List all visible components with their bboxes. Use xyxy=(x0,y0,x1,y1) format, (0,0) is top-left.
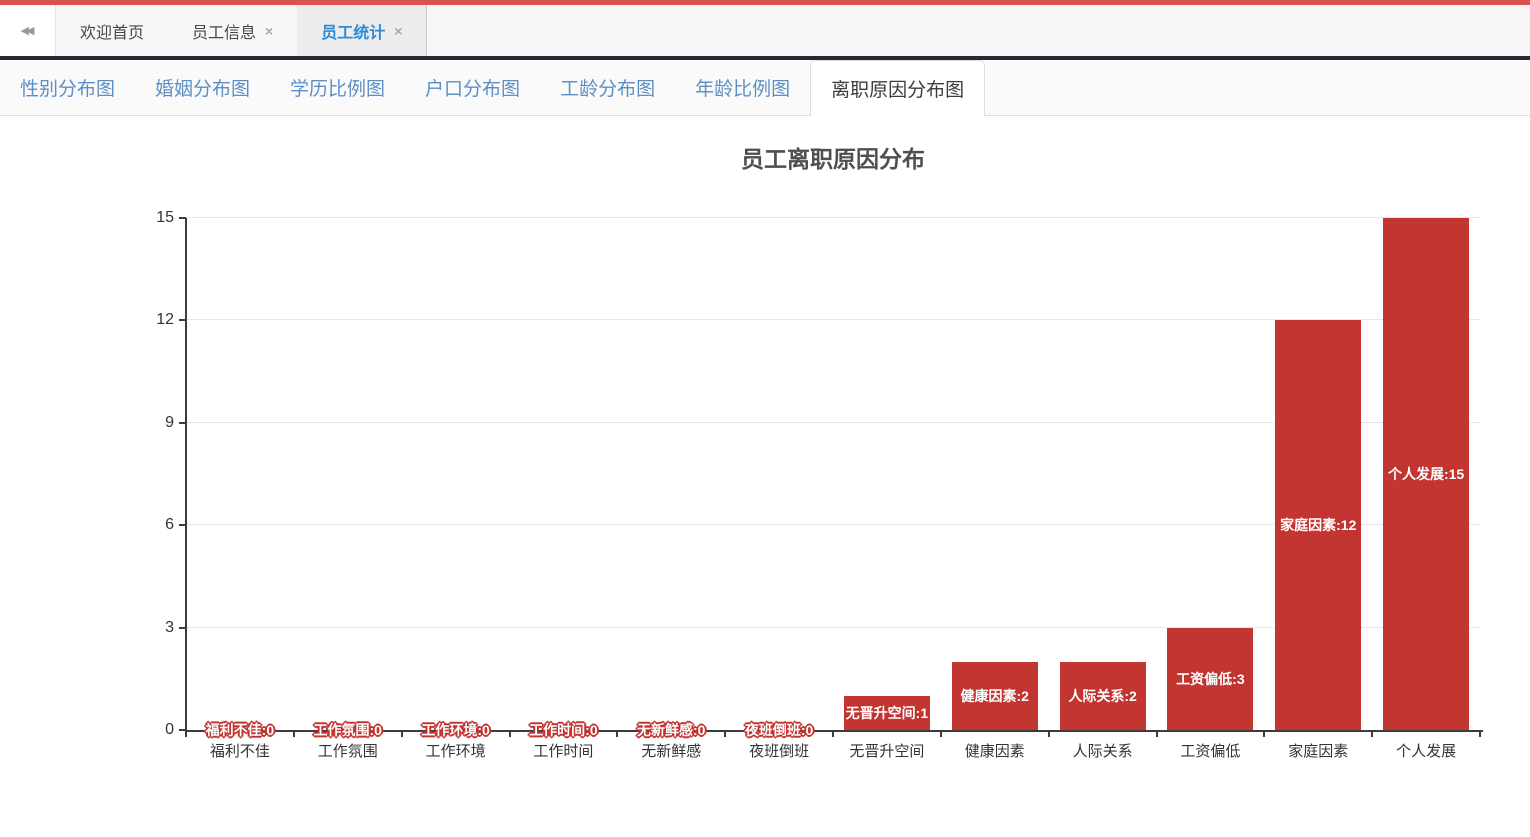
sub-tab-0[interactable]: 性别分布图 xyxy=(0,60,135,115)
y-axis-tick xyxy=(179,421,186,424)
bar-value-label-10: 家庭因素:12 xyxy=(1280,517,1357,533)
bar-value-label-1: 工作氛围:0 xyxy=(313,722,382,738)
x-axis-tick xyxy=(1371,730,1374,737)
main-tab-label: 员工统计 xyxy=(321,24,386,42)
bar-value-label-9: 工资偏低:3 xyxy=(1176,671,1245,687)
double-left-arrow-icon: ◀◀ xyxy=(20,25,35,37)
main-tab-2[interactable]: 员工统计 × xyxy=(297,5,428,56)
bar-9[interactable] xyxy=(1167,628,1254,730)
x-axis-tick xyxy=(616,730,619,737)
bar-value-label-6: 无晋升空间:1 xyxy=(845,705,929,721)
bar-8[interactable] xyxy=(1059,662,1146,730)
x-axis-tick xyxy=(832,730,834,737)
gridline-6 xyxy=(186,524,1480,526)
y-axis-label: 0 xyxy=(165,721,174,738)
y-axis-tick xyxy=(179,524,186,527)
bar-7[interactable] xyxy=(951,662,1038,730)
main-tab-0[interactable]: 欢迎首页 xyxy=(56,5,168,56)
sub-tab-5[interactable]: 年龄比例图 xyxy=(675,60,810,115)
sub-tab-label: 性别分布图 xyxy=(20,79,116,100)
x-category-label-9: 工资偏低 xyxy=(1180,743,1241,760)
sub-tab-4[interactable]: 工龄分布图 xyxy=(540,60,675,115)
main-tabs-list: 欢迎首页 员工信息 × 员工统计 × xyxy=(56,5,428,56)
bar-value-label-0: 福利不佳:0 xyxy=(205,722,275,738)
sub-tab-label: 年龄比例图 xyxy=(695,79,791,100)
x-axis-tick xyxy=(1047,730,1050,737)
top-accent-bar xyxy=(0,0,1530,5)
sub-tab-label: 婚姻分布图 xyxy=(155,79,251,100)
y-axis-tick xyxy=(179,729,186,731)
x-category-label-11: 个人发展 xyxy=(1396,743,1457,760)
bar-6[interactable] xyxy=(843,696,930,730)
bar-value-label-2: 工作环境:0 xyxy=(421,722,490,738)
x-category-label-0: 福利不佳 xyxy=(209,743,270,760)
main-tab-1[interactable]: 员工信息 × xyxy=(168,5,297,56)
bar-11[interactable] xyxy=(1383,218,1470,730)
main-tab-label: 欢迎首页 xyxy=(80,24,145,42)
sub-tab-label: 学历比例图 xyxy=(290,79,386,100)
x-axis-tick xyxy=(724,730,727,737)
gridline-9 xyxy=(186,421,1480,423)
x-category-label-5: 夜班倒班 xyxy=(749,743,810,760)
y-axis-label: 15 xyxy=(156,209,174,226)
tab-bar-shadow xyxy=(0,56,1530,60)
y-axis-tick xyxy=(179,626,186,629)
x-axis-tick xyxy=(1479,730,1481,737)
x-axis-tick xyxy=(292,730,295,737)
sub-tab-label: 离职原因分布图 xyxy=(831,80,965,101)
y-axis-line xyxy=(185,218,187,732)
gridline-12 xyxy=(186,319,1480,321)
y-axis-label: 3 xyxy=(165,618,174,636)
x-category-label-6: 无晋升空间 xyxy=(849,743,925,760)
y-axis-label: 9 xyxy=(165,413,174,431)
bar-value-label-3: 工作时间:0 xyxy=(529,722,598,738)
close-tab-icon[interactable]: × xyxy=(265,22,274,39)
x-axis-tick xyxy=(400,730,403,737)
x-axis-tick xyxy=(508,730,511,737)
y-axis-label: 6 xyxy=(165,516,174,534)
sub-tab-6[interactable]: 离职原因分布图 xyxy=(810,60,986,116)
bar-value-label-5: 夜班倒班:0 xyxy=(744,722,814,738)
x-axis-line xyxy=(185,730,1483,732)
bar-value-label-11: 个人发展:15 xyxy=(1387,466,1465,482)
x-axis-tick xyxy=(1155,730,1158,737)
x-category-label-1: 工作氛围 xyxy=(317,743,378,760)
sub-tab-label: 户口分布图 xyxy=(425,79,521,100)
gridline-15 xyxy=(186,217,1480,218)
main-tab-bar: ◀◀ 欢迎首页 员工信息 × 员工统计 × xyxy=(0,5,1530,56)
bar-10[interactable] xyxy=(1275,320,1362,730)
sub-tab-label: 工龄分布图 xyxy=(560,79,656,100)
sub-tab-3[interactable]: 户口分布图 xyxy=(405,60,540,115)
bar-value-label-7: 健康因素:2 xyxy=(960,688,1029,704)
collapse-tabs-button[interactable]: ◀◀ xyxy=(0,5,56,56)
x-category-label-4: 无新鲜感 xyxy=(641,743,702,760)
y-axis-tick xyxy=(179,319,186,322)
x-axis-tick xyxy=(939,730,942,737)
chart-title: 员工离职原因分布 xyxy=(741,146,925,172)
main-tab-label: 员工信息 xyxy=(192,24,257,42)
chart-type-tab-bar: 性别分布图 婚姻分布图 学历比例图 户口分布图 工龄分布图 年龄比例图 离职原因分布图 xyxy=(0,60,1530,116)
x-category-label-7: 健康因素 xyxy=(964,743,1025,760)
x-category-label-10: 家庭因素 xyxy=(1288,743,1349,760)
x-category-label-8: 人际关系 xyxy=(1072,743,1133,760)
x-category-label-3: 工作时间 xyxy=(533,743,594,760)
sub-tab-1[interactable]: 婚姻分布图 xyxy=(135,60,270,115)
bar-value-label-4: 无新鲜感:0 xyxy=(637,722,706,738)
y-axis-label: 12 xyxy=(156,311,174,329)
bar-value-label-8: 人际关系:2 xyxy=(1068,688,1137,704)
gridline-3 xyxy=(186,626,1480,628)
x-category-label-2: 工作环境 xyxy=(425,743,486,760)
close-tab-icon[interactable]: × xyxy=(394,22,403,39)
sub-tab-2[interactable]: 学历比例图 xyxy=(270,60,405,115)
y-axis-tick xyxy=(179,217,186,219)
x-axis-tick xyxy=(1263,730,1266,737)
x-axis-tick xyxy=(185,730,187,737)
chart-container: 员工离职原因分布 0 3 6 9 12 15 福利不佳:0 福利不佳 工作氛围:0 工作氛围 工作环… xyxy=(0,116,1530,837)
